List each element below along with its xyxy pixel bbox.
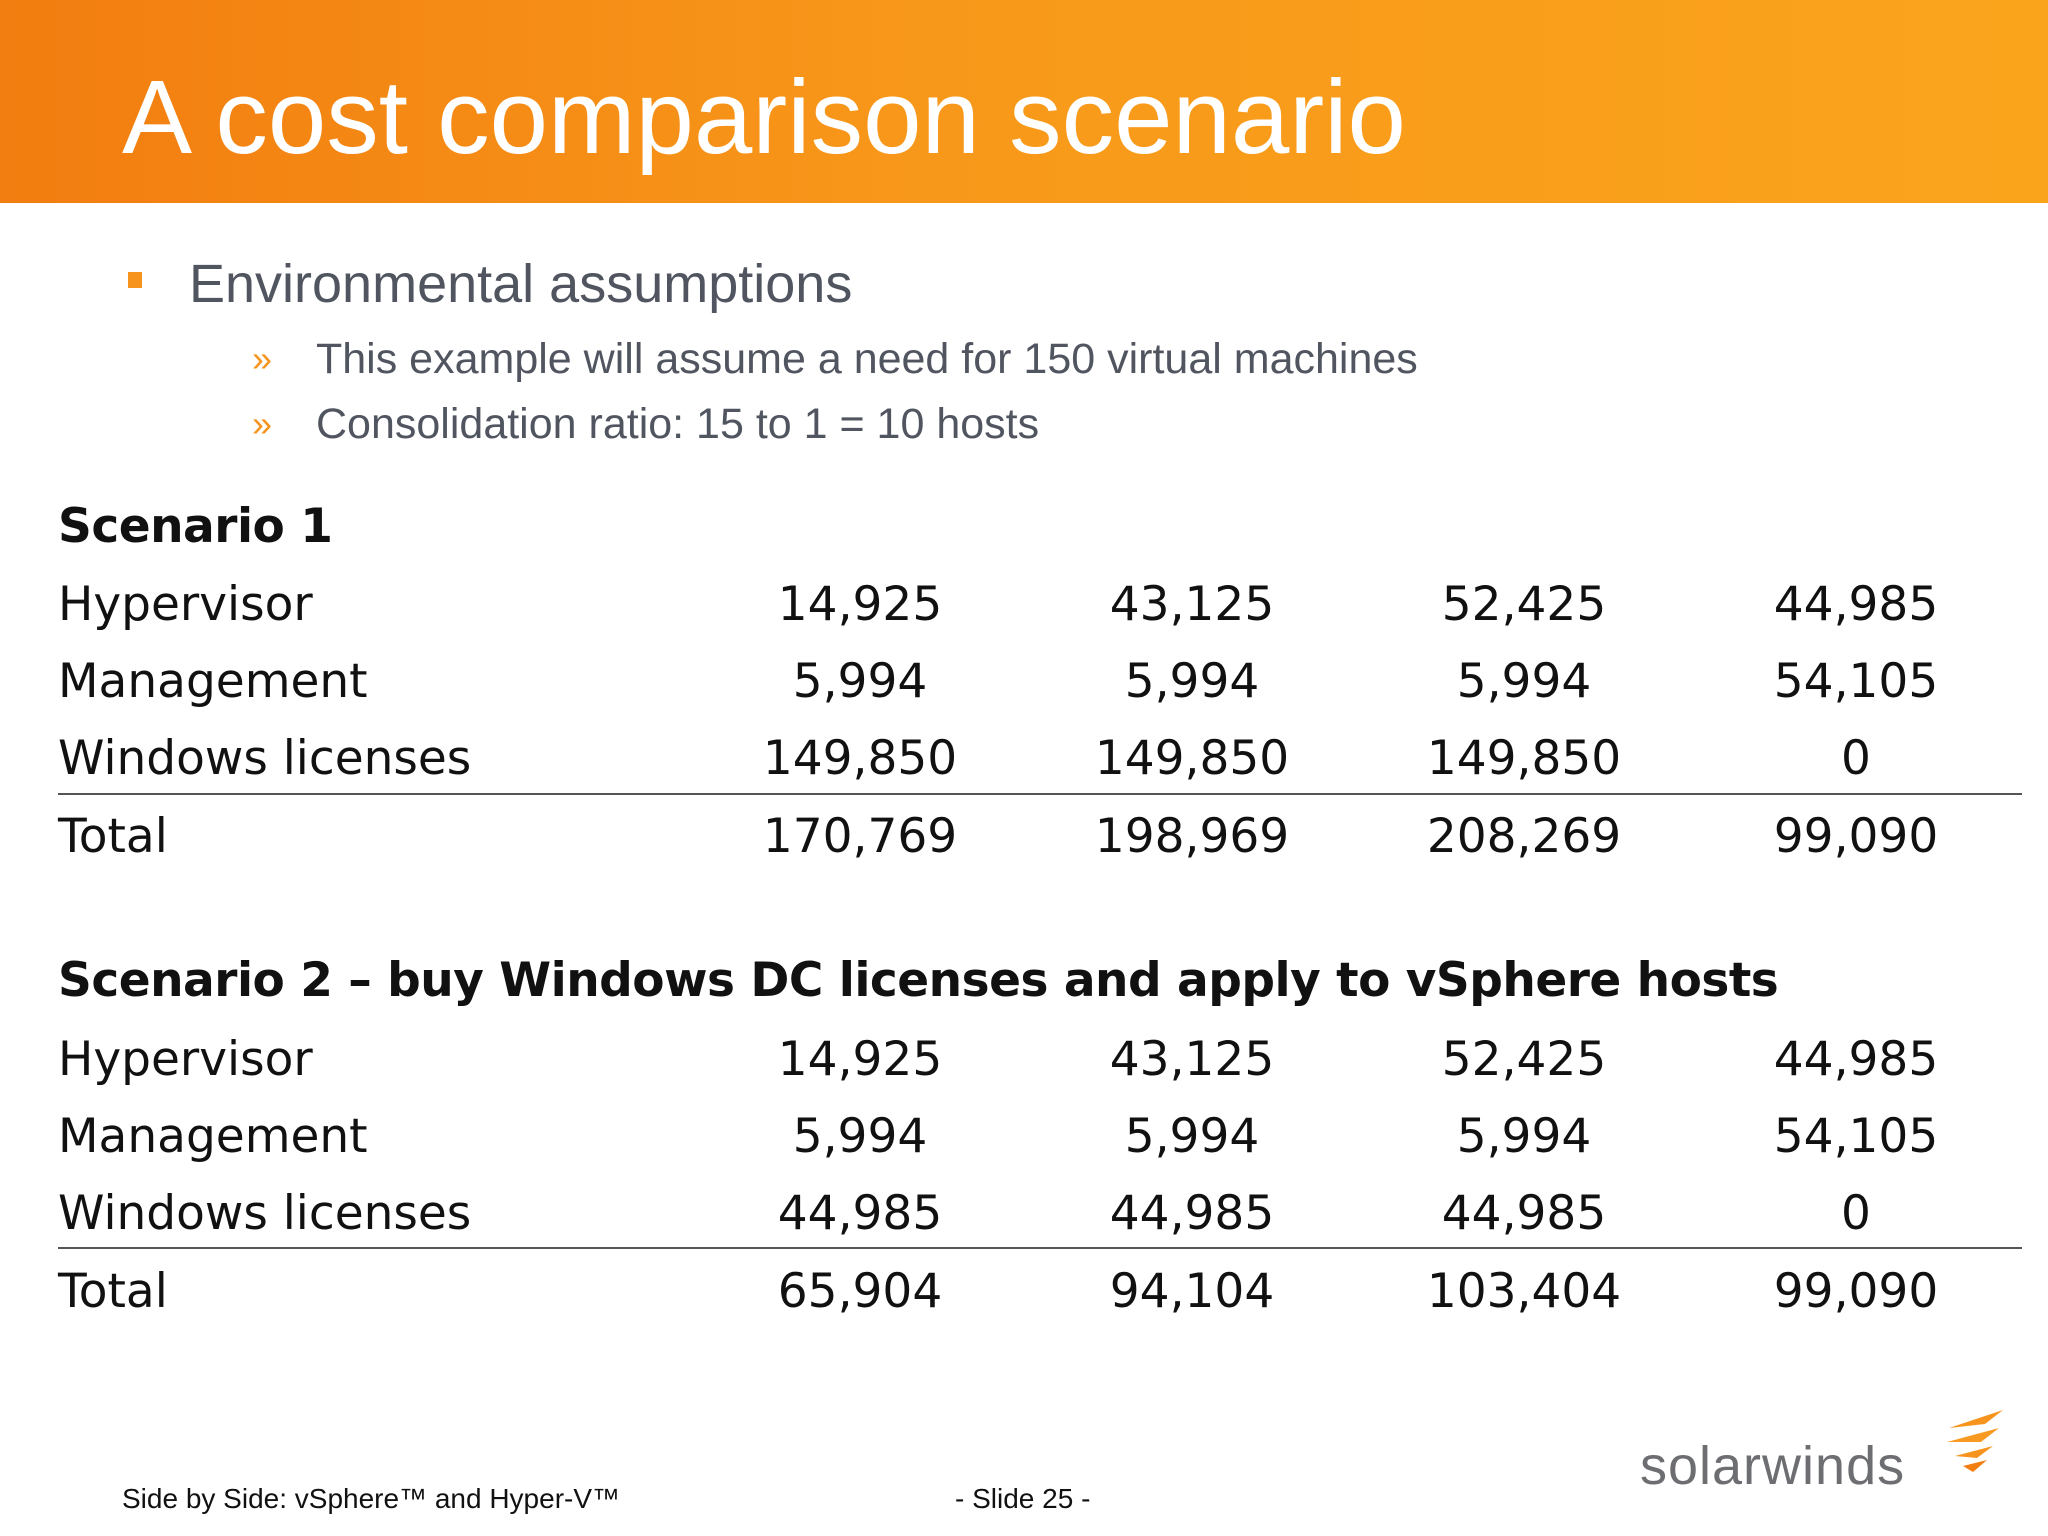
table-row: Total 65,904 94,104 103,404 99,090: [0, 1263, 2048, 1321]
logo-wordmark: solarwinds: [1640, 1436, 1906, 1496]
total-divider: [58, 1247, 2022, 1249]
row-label-management: Management: [58, 1109, 368, 1164]
table-cell: 43,125: [1109, 577, 1275, 632]
bullet-square-icon: [128, 272, 142, 288]
table-cell: 170,769: [762, 809, 958, 864]
row-label-management: Management: [58, 654, 368, 709]
table-cell: 5,994: [1456, 654, 1592, 709]
table-cell: 94,104: [1109, 1264, 1275, 1319]
table-cell: 5,994: [1124, 654, 1260, 709]
table-cell: 5,994: [792, 1109, 928, 1164]
table-cell: 44,985: [1109, 1186, 1275, 1241]
table-cell: 14,925: [777, 577, 943, 632]
footer-presentation-title: Side by Side: vSphere™ and Hyper-V™: [122, 1483, 621, 1514]
table-cell: 14,925: [777, 1032, 943, 1087]
table-cell: 0: [1841, 731, 1871, 786]
title-bar: [0, 0, 2048, 203]
table-cell: 149,850: [1094, 731, 1290, 786]
table-row: Windows licenses 44,985 44,985 44,985 0: [0, 1185, 2048, 1243]
table-cell: 54,105: [1773, 1109, 1939, 1164]
sub-bullet-arrow-icon: »: [252, 403, 273, 444]
table-row: Hypervisor 14,925 43,125 52,425 44,985: [0, 1031, 2048, 1089]
sub-bullet-vm-need: This example will assume a need for 150 …: [316, 335, 1418, 383]
table-cell: 44,985: [1773, 577, 1939, 632]
scenario-2-title: Scenario 2 – buy Windows DC licenses and…: [58, 953, 1779, 1008]
table-cell: 52,425: [1441, 577, 1607, 632]
solarwinds-bird-icon: [1947, 1410, 2003, 1472]
table-cell: 5,994: [1124, 1109, 1260, 1164]
total-divider: [58, 793, 2022, 795]
row-label-total: Total: [58, 809, 168, 864]
table-cell: 149,850: [762, 731, 958, 786]
footer-slide-number: - Slide 25 -: [955, 1483, 1091, 1514]
sub-bullet-consolidation-ratio: Consolidation ratio: 15 to 1 = 10 hosts: [316, 400, 1040, 448]
table-cell: 52,425: [1441, 1032, 1607, 1087]
table-row: Management 5,994 5,994 5,994 54,105: [0, 653, 2048, 711]
table-cell: 43,125: [1109, 1032, 1275, 1087]
row-label-total: Total: [58, 1264, 168, 1319]
sub-bullet-arrow-icon: »: [252, 338, 273, 379]
table-cell: 44,985: [1441, 1186, 1607, 1241]
table-cell: 54,105: [1773, 654, 1939, 709]
table-cell: 103,404: [1426, 1264, 1622, 1319]
scenario-1-title: Scenario 1: [58, 499, 333, 554]
table-cell: 208,269: [1426, 809, 1622, 864]
table-row: Hypervisor 14,925 43,125 52,425 44,985: [0, 576, 2048, 634]
table-cell: 0: [1841, 1186, 1871, 1241]
row-label-hypervisor: Hypervisor: [58, 1032, 313, 1087]
table-cell: 99,090: [1773, 809, 1939, 864]
slide-title: A cost comparison scenario: [122, 59, 1406, 176]
table-row: Management 5,994 5,994 5,994 54,105: [0, 1108, 2048, 1166]
row-label-hypervisor: Hypervisor: [58, 577, 313, 632]
table-row: Windows licenses 149,850 149,850 149,850…: [0, 730, 2048, 788]
row-label-windows-licenses: Windows licenses: [58, 731, 472, 786]
table-cell: 44,985: [777, 1186, 943, 1241]
row-label-windows-licenses: Windows licenses: [58, 1186, 472, 1241]
table-cell: 44,985: [1773, 1032, 1939, 1087]
table-cell: 65,904: [777, 1264, 943, 1319]
bullet-environmental-assumptions: Environmental assumptions: [189, 254, 853, 314]
table-cell: 99,090: [1773, 1264, 1939, 1319]
solarwinds-logo: solarwinds: [1640, 1408, 2003, 1498]
table-row: Total 170,769 198,969 208,269 99,090: [0, 808, 2048, 866]
table-cell: 149,850: [1426, 731, 1622, 786]
table-cell: 5,994: [1456, 1109, 1592, 1164]
table-cell: 198,969: [1094, 809, 1290, 864]
table-cell: 5,994: [792, 654, 928, 709]
